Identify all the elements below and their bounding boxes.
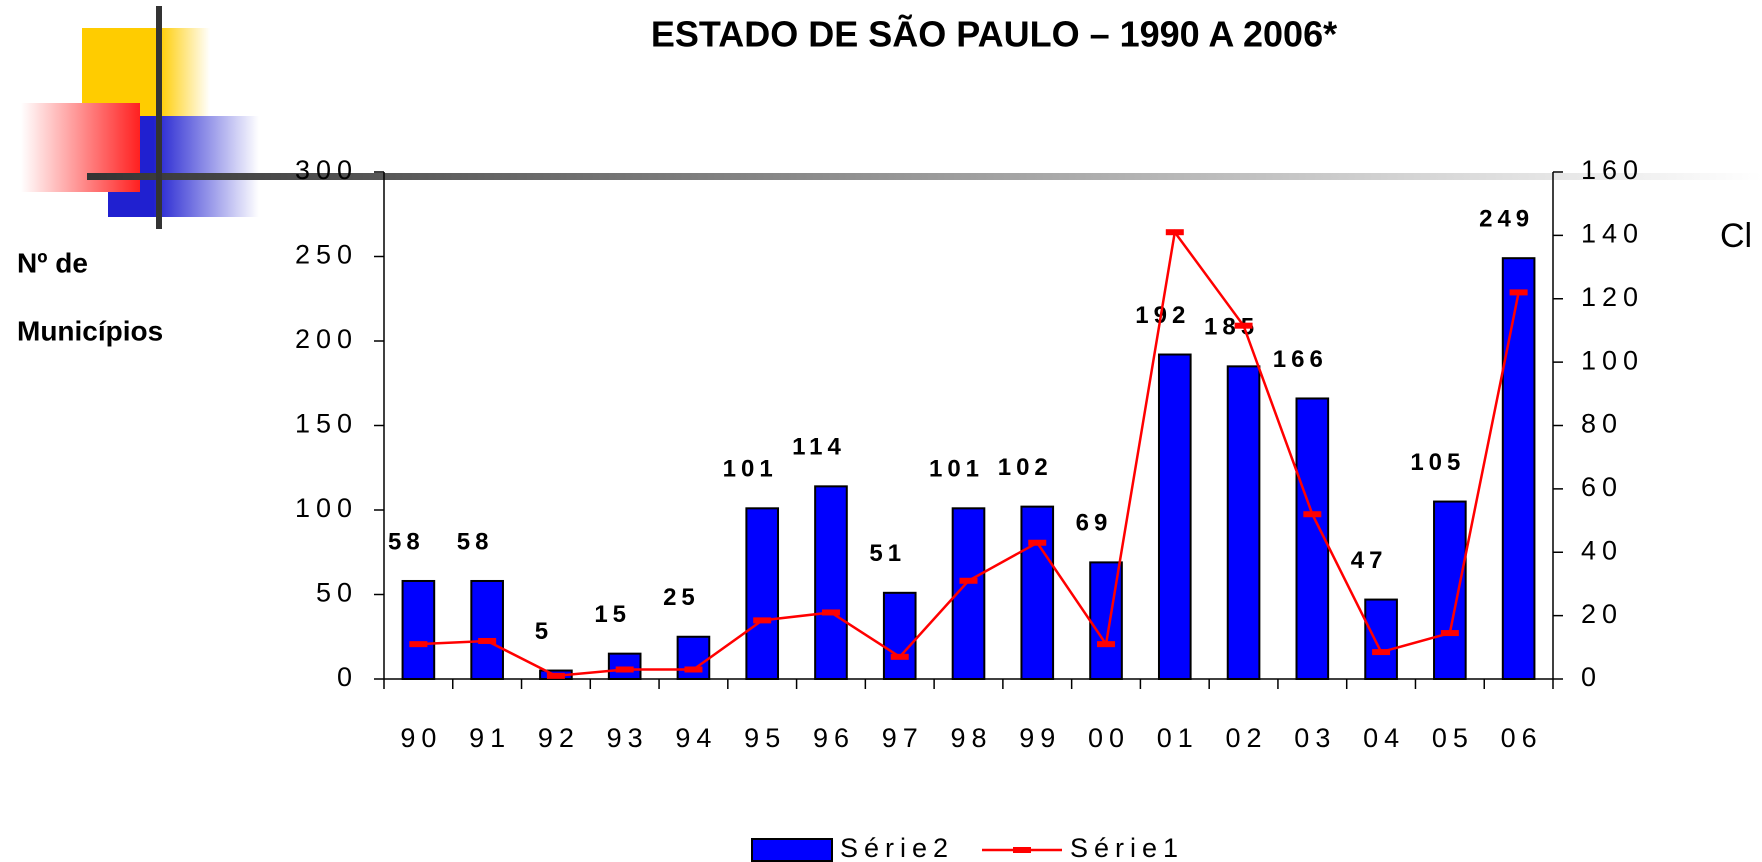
line-marker bbox=[1234, 322, 1253, 329]
x-tick-label: 95 bbox=[744, 723, 786, 753]
y2-tick-label: 120 bbox=[1581, 282, 1644, 312]
x-tick-label: 94 bbox=[675, 723, 717, 753]
x-tick-label: 96 bbox=[813, 723, 855, 753]
y2-axis-label: Cl bbox=[1720, 217, 1752, 255]
y-tick-label: 50 bbox=[316, 578, 358, 608]
x-tick-label: 91 bbox=[469, 723, 511, 753]
x-tick-label: 90 bbox=[400, 723, 442, 753]
y2-tick-label: 80 bbox=[1581, 409, 1623, 439]
y2-tick-label: 160 bbox=[1581, 155, 1644, 185]
bar bbox=[676, 635, 711, 680]
data-label: 58 bbox=[388, 528, 425, 555]
data-label: 15 bbox=[594, 601, 631, 628]
decoration bbox=[21, 6, 1762, 229]
line-marker bbox=[753, 617, 772, 624]
data-label: 5 bbox=[535, 618, 553, 645]
y2-tick-label: 100 bbox=[1581, 345, 1644, 375]
line-marker bbox=[478, 637, 497, 644]
y2-tick-label: 40 bbox=[1581, 535, 1623, 565]
y-tick-label: 100 bbox=[295, 493, 358, 523]
x-tick-label: 06 bbox=[1501, 723, 1543, 753]
y2-tick-label: 140 bbox=[1581, 219, 1644, 249]
line-marker bbox=[1440, 630, 1459, 637]
bar bbox=[1226, 365, 1261, 680]
bar bbox=[1020, 505, 1055, 680]
x-tick-label: 04 bbox=[1363, 723, 1405, 753]
x-tick-label: 97 bbox=[882, 723, 924, 753]
data-label: 51 bbox=[869, 540, 906, 567]
line-marker bbox=[684, 666, 703, 673]
chart-title: ESTADO DE SÃO PAULO – 1990 A 2006* bbox=[651, 13, 1337, 55]
data-label: 101 bbox=[929, 456, 984, 483]
line-marker bbox=[1509, 289, 1528, 296]
y-tick-label: 300 bbox=[295, 155, 358, 185]
y2-tick-label: 60 bbox=[1581, 472, 1623, 502]
x-tick-label: 93 bbox=[607, 723, 649, 753]
data-label: 47 bbox=[1351, 547, 1388, 574]
y-axis-label: Municípios bbox=[17, 315, 163, 346]
data-label: 102 bbox=[998, 454, 1053, 481]
line-marker bbox=[409, 641, 428, 648]
legend-label: Série2 bbox=[840, 833, 954, 862]
data-label: 249 bbox=[1479, 206, 1534, 233]
x-tick-label: 03 bbox=[1294, 723, 1336, 753]
y-tick-label: 0 bbox=[337, 662, 358, 692]
bar bbox=[607, 652, 642, 681]
legend-label: Série1 bbox=[1070, 833, 1184, 862]
bar bbox=[951, 507, 986, 680]
y2-tick-label: 0 bbox=[1581, 662, 1602, 692]
legend-swatch bbox=[751, 838, 833, 862]
line-marker bbox=[1303, 511, 1322, 518]
x-tick-label: 92 bbox=[538, 723, 580, 753]
bar bbox=[470, 579, 504, 680]
data-label: 105 bbox=[1410, 449, 1465, 476]
data-label: 166 bbox=[1273, 346, 1328, 373]
legend-swatch bbox=[1013, 847, 1031, 853]
y2-tick-label: 20 bbox=[1581, 599, 1623, 629]
bar bbox=[1364, 598, 1398, 681]
data-label: 58 bbox=[457, 528, 494, 555]
bar bbox=[1501, 257, 1536, 680]
bar bbox=[401, 579, 436, 680]
bar bbox=[1433, 500, 1467, 680]
line-marker bbox=[1165, 229, 1184, 236]
y-tick-label: 250 bbox=[295, 240, 358, 270]
data-label: 69 bbox=[1076, 510, 1113, 537]
line-marker bbox=[1097, 641, 1116, 648]
bar bbox=[882, 591, 917, 680]
data-label: 114 bbox=[792, 434, 846, 461]
y-axis-label: Nº de bbox=[17, 247, 88, 278]
data-label: 25 bbox=[663, 584, 700, 611]
x-tick-label: 02 bbox=[1226, 723, 1268, 753]
line-marker bbox=[959, 577, 978, 584]
bar bbox=[814, 485, 848, 680]
line-marker bbox=[615, 666, 634, 673]
line-marker bbox=[821, 609, 840, 616]
line-marker bbox=[1028, 539, 1047, 546]
bar bbox=[745, 507, 780, 680]
line-marker bbox=[1372, 649, 1391, 656]
x-tick-label: 99 bbox=[1019, 723, 1061, 753]
bar bbox=[1157, 353, 1192, 680]
x-tick-label: 00 bbox=[1088, 723, 1130, 753]
data-label: 101 bbox=[723, 456, 778, 483]
y-tick-label: 150 bbox=[295, 409, 358, 439]
x-tick-label: 98 bbox=[950, 723, 992, 753]
line-marker bbox=[890, 653, 909, 660]
line-marker bbox=[546, 672, 565, 679]
x-tick-label: 05 bbox=[1432, 723, 1474, 753]
bar bbox=[1295, 397, 1330, 680]
x-tick-label: 01 bbox=[1157, 723, 1199, 753]
y-tick-label: 200 bbox=[295, 324, 358, 354]
